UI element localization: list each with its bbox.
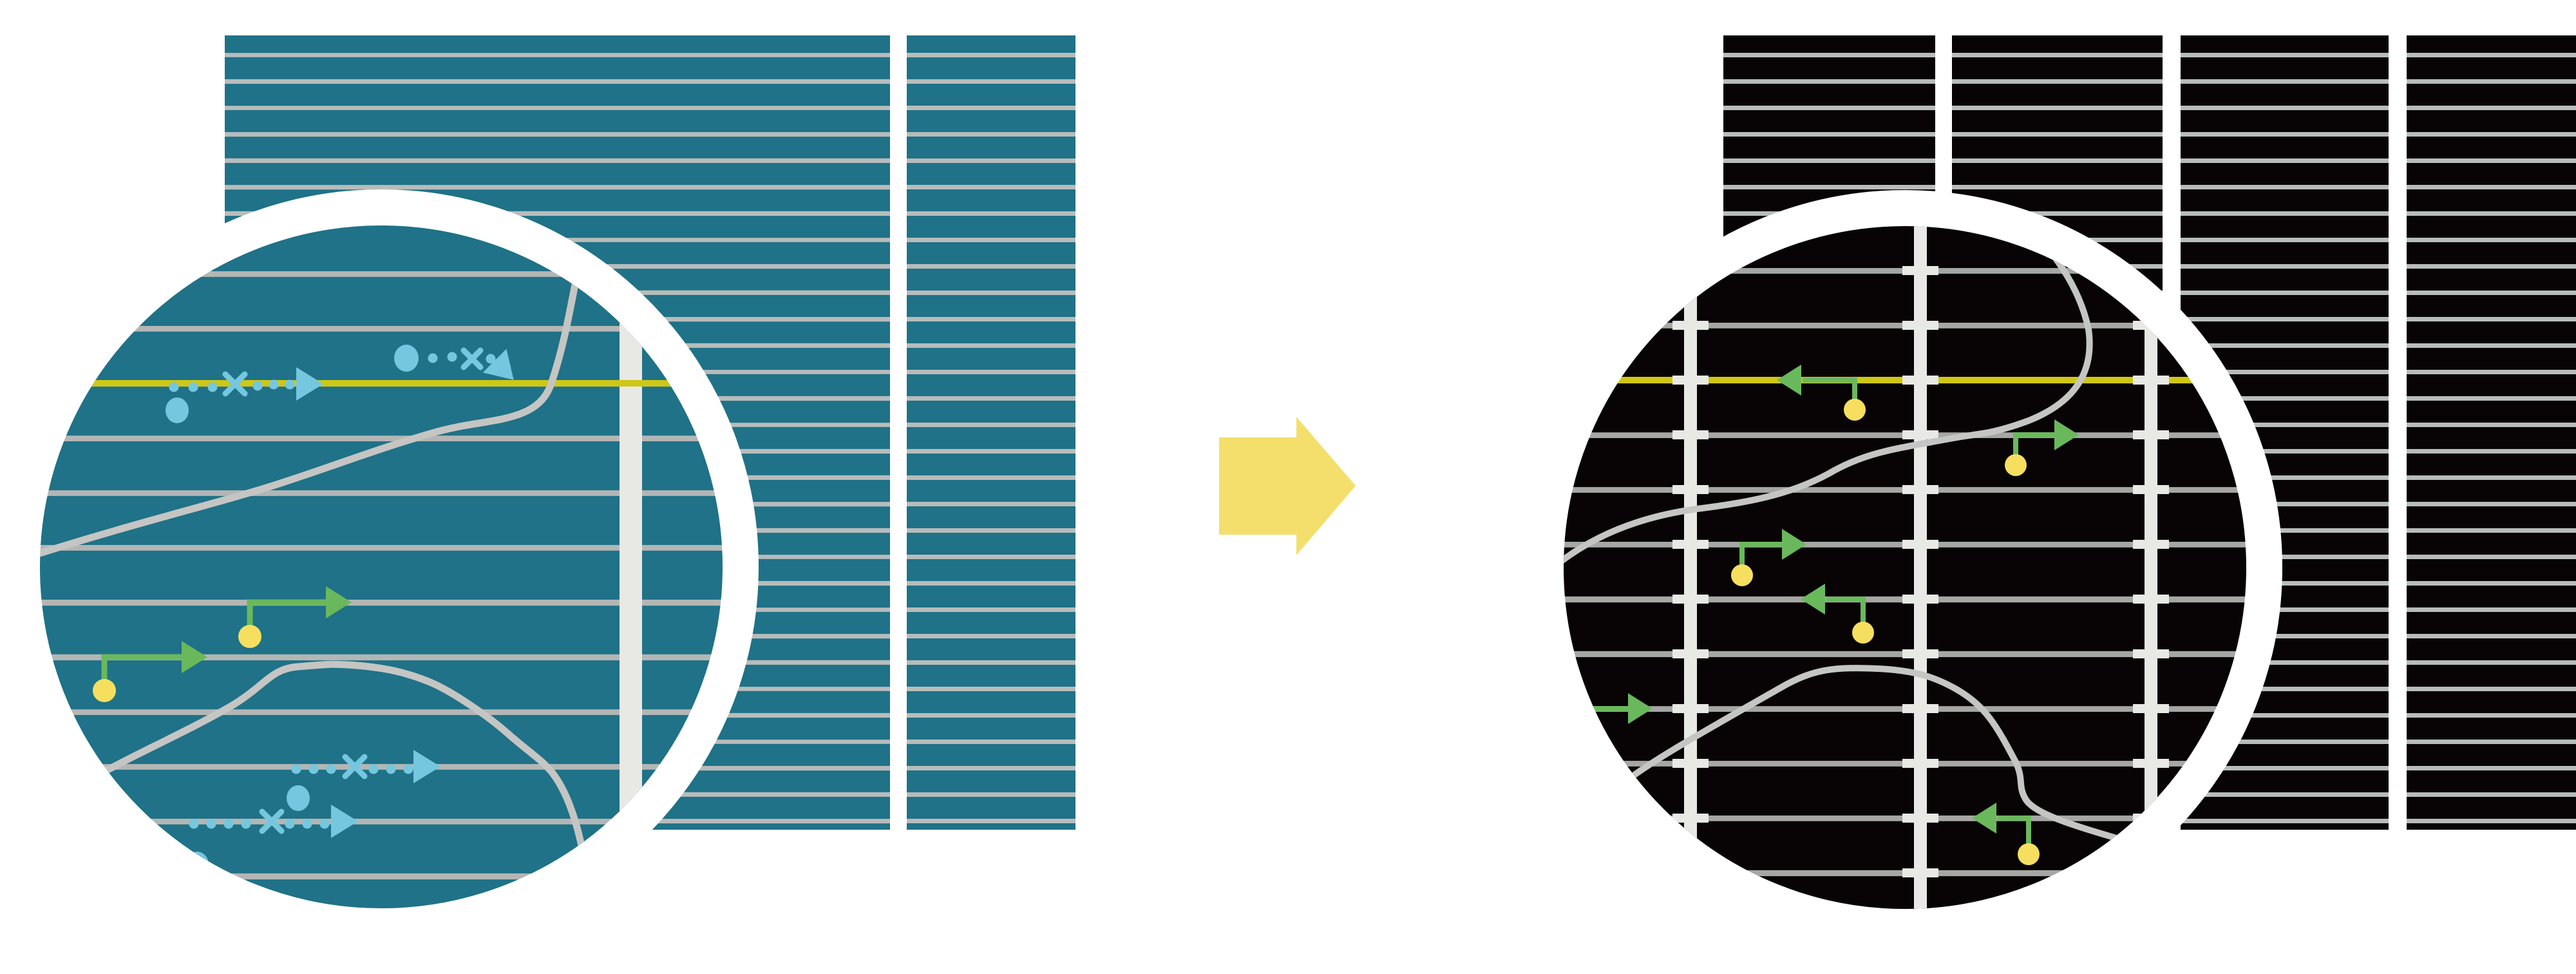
busbar (1914, 226, 1927, 909)
hole-arrowhead-icon (1628, 693, 1653, 724)
electron-loss-x-icon (460, 347, 484, 370)
magnifier-after (1528, 190, 2282, 945)
cell-before-segment-strip (907, 35, 1075, 830)
electron-arrowhead-icon (413, 750, 440, 783)
hole-dot-icon (1731, 564, 1753, 586)
electron-arrowhead-icon (331, 805, 358, 838)
electron-path (287, 750, 440, 811)
electron-dot-icon (166, 397, 189, 423)
busbar (2145, 226, 2157, 909)
magnifier-before (4, 189, 759, 944)
electron-dot-icon (394, 345, 419, 372)
hole-dot-icon (2018, 843, 2040, 865)
hole-arrowhead-icon (1782, 529, 1806, 560)
magnifier-after-view (1564, 226, 2246, 909)
hole-arrowhead-icon (2054, 419, 2079, 450)
hole-arrowhead-icon (1777, 365, 1801, 396)
electron-arrowhead-icon (296, 367, 323, 401)
electron-loss-x-icon (222, 371, 248, 397)
electron-arrowhead-icon (482, 349, 514, 380)
electron-dot-icon (287, 785, 310, 811)
electron-loss-x-icon (259, 808, 285, 834)
hole-path (1801, 584, 1874, 644)
grain-boundary-lower (1612, 665, 2124, 843)
grain-boundary-upper (1564, 226, 2093, 564)
hole-dot-icon (1844, 399, 1866, 421)
transition-arrow-icon (1219, 417, 1356, 555)
grain-boundary-upper (40, 257, 583, 557)
cell-after-segment-4 (2407, 35, 2576, 830)
electron-path (185, 805, 358, 877)
hole-path (1972, 803, 2040, 865)
hole-path (1731, 529, 1806, 586)
grain-boundary-lower (100, 660, 590, 874)
electron-path (394, 345, 514, 380)
magnifier-before-view (40, 225, 723, 908)
hole-arrowhead-icon (1801, 584, 1825, 615)
hole-arrowhead-icon (1972, 803, 1996, 834)
hole-path (93, 641, 207, 702)
hole-dot-icon (2005, 454, 2027, 476)
busbar (620, 225, 642, 908)
hole-path (2005, 419, 2079, 476)
hole-path (1580, 693, 1653, 752)
electron-path (166, 367, 323, 423)
electron-loss-x-icon (342, 754, 368, 779)
hole-dot-icon (1852, 622, 1874, 644)
hole-dot-icon (1580, 730, 1602, 752)
hole-arrowhead-icon (182, 641, 207, 673)
hole-path (1777, 365, 1866, 421)
busbar-pads (1672, 266, 2169, 877)
hole-dot-icon (238, 625, 261, 648)
hole-dot-icon (93, 679, 116, 702)
electron-dot-icon (185, 852, 209, 877)
hole-path (238, 586, 352, 648)
hole-arrowhead-icon (326, 586, 352, 618)
